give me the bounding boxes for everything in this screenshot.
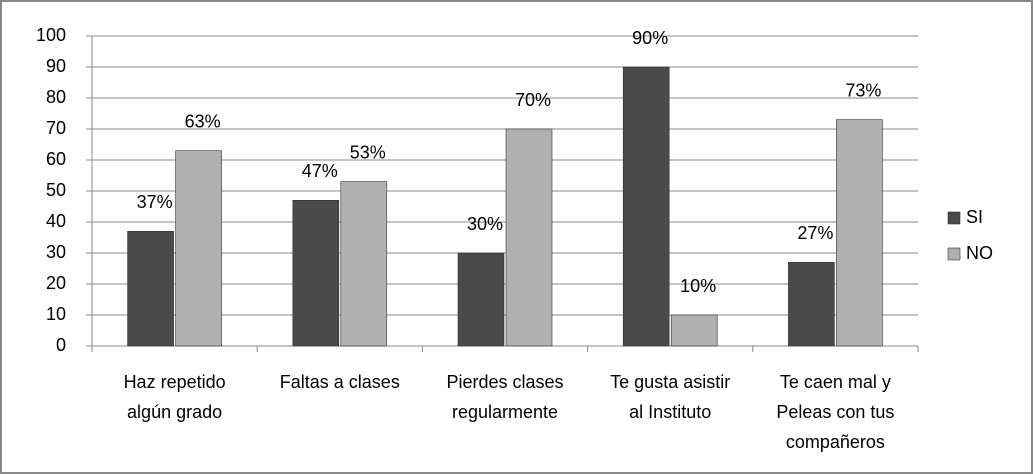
value-label: 90% xyxy=(632,28,668,48)
y-tick-label: 70 xyxy=(46,118,66,138)
legend-swatch xyxy=(947,247,961,261)
y-tick-label: 60 xyxy=(46,149,66,169)
y-tick-label: 40 xyxy=(46,211,66,231)
value-label: 70% xyxy=(515,90,551,110)
value-label: 47% xyxy=(302,161,338,181)
x-tick-label: Haz repetido xyxy=(124,372,226,392)
y-tick-label: 20 xyxy=(46,273,66,293)
y-tick-label: 100 xyxy=(36,25,66,45)
bar xyxy=(457,252,505,347)
bar xyxy=(788,261,835,347)
bar xyxy=(292,200,340,347)
value-label: 10% xyxy=(680,276,716,296)
value-label: 53% xyxy=(350,142,386,162)
value-label: 73% xyxy=(845,80,881,100)
bar xyxy=(505,128,553,347)
value-label: 27% xyxy=(797,223,833,243)
legend-label: NO xyxy=(966,243,993,263)
bar xyxy=(622,66,670,347)
legend-label: SI xyxy=(966,207,983,227)
y-tick-label: 80 xyxy=(46,87,66,107)
bar xyxy=(127,231,174,347)
x-tick-label: algún grado xyxy=(127,402,222,422)
value-label: 37% xyxy=(137,192,173,212)
y-tick-label: 0 xyxy=(56,335,66,355)
x-tick-label: Pierdes clases xyxy=(446,372,563,392)
x-tick-label: Peleas con tus xyxy=(776,402,894,422)
x-tick-label: Te caen mal y xyxy=(780,372,891,392)
y-tick-label: 30 xyxy=(46,242,66,262)
x-tick-label: Faltas a clases xyxy=(280,372,400,392)
x-tick-label: al Instituto xyxy=(629,402,711,422)
value-label: 63% xyxy=(185,111,221,131)
bar xyxy=(340,181,388,347)
legend-swatch xyxy=(947,211,961,225)
bar xyxy=(670,314,718,347)
y-tick-label: 10 xyxy=(46,304,66,324)
bar xyxy=(175,150,222,347)
y-tick-label: 50 xyxy=(46,180,66,200)
x-tick-label: compañeros xyxy=(786,432,885,452)
x-tick-label: Te gusta asistir xyxy=(610,372,730,392)
y-tick-label: 90 xyxy=(46,56,66,76)
bar xyxy=(836,119,883,347)
value-label: 30% xyxy=(467,214,503,234)
x-tick-label: regularmente xyxy=(452,402,558,422)
